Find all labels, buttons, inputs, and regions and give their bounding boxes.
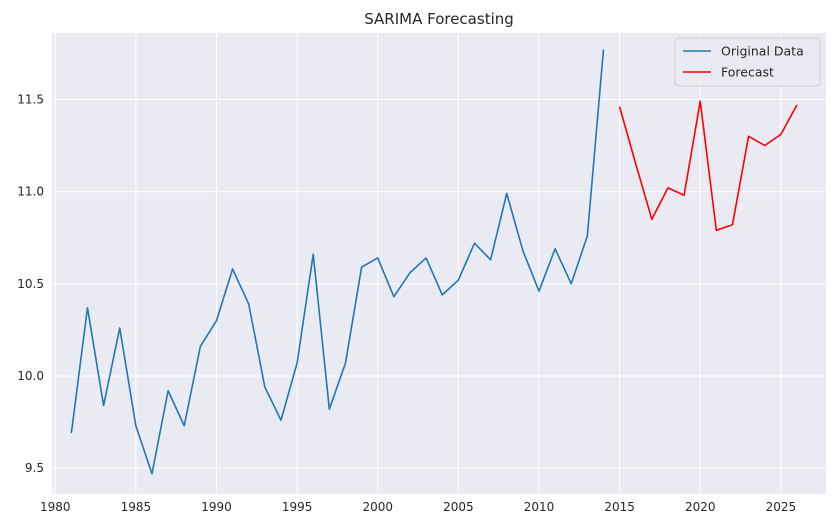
x-tick-label: 2015 — [604, 500, 635, 514]
series-line-original — [70, 49, 605, 475]
chart-title: SARIMA Forecasting — [364, 10, 514, 28]
x-tick-label: 2005 — [443, 500, 474, 514]
legend-label-original: Original Data — [721, 44, 804, 59]
y-tick-label: 10.5 — [17, 277, 44, 291]
x-tick-label: 2000 — [362, 500, 393, 514]
x-tick-label: 2010 — [524, 500, 555, 514]
series-line-forecast — [618, 100, 798, 232]
plot-area — [52, 33, 826, 494]
x-tick-label: 1985 — [121, 500, 152, 514]
x-tick-label: 1995 — [282, 500, 313, 514]
legend: Original Data Forecast — [674, 37, 821, 87]
grid — [52, 33, 826, 494]
legend-label-forecast: Forecast — [721, 65, 774, 80]
legend-box — [674, 37, 821, 87]
y-tick-label: 11.5 — [17, 92, 44, 106]
y-tick-label: 11.0 — [17, 185, 44, 199]
x-tick-label: 1980 — [40, 500, 71, 514]
x-tick-label: 2020 — [685, 500, 716, 514]
y-tick-label: 10.0 — [17, 369, 44, 383]
y-tick-label: 9.5 — [25, 461, 44, 475]
x-tick-label: 1990 — [201, 500, 232, 514]
x-tick-label: 2025 — [766, 500, 797, 514]
y-axis: 9.5 10.0 10.5 11.0 11.5 — [17, 92, 44, 475]
series-layer — [70, 49, 798, 475]
x-axis: 1980 1985 1990 1995 2000 2005 2010 2015 2020 2025 — [40, 500, 796, 514]
